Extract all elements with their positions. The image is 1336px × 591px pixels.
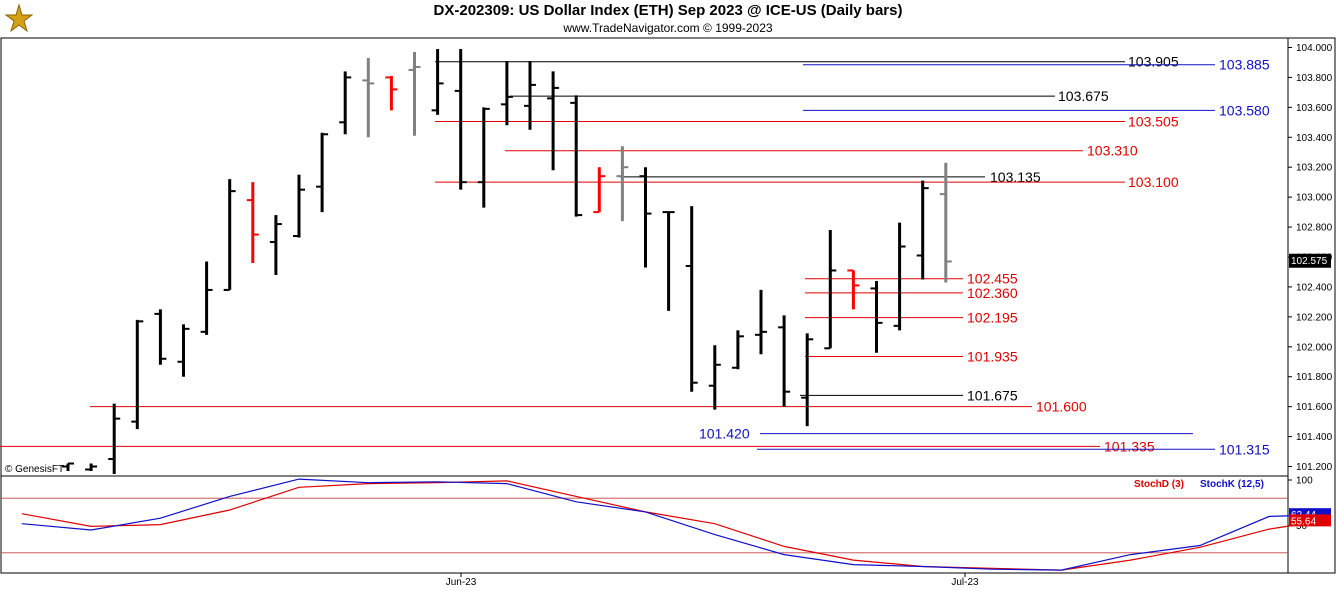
stoch-panel-frame xyxy=(0,475,1289,574)
ohlc-bar xyxy=(870,280,883,353)
stoch-line-k xyxy=(21,478,1328,571)
level-label: 103.100 xyxy=(1128,174,1179,190)
price-axis-label: 103.000 xyxy=(1296,193,1333,204)
ohlc-bar xyxy=(200,261,213,335)
chart-subtitle: www.TradeNavigator.com © 1999-2023 xyxy=(563,21,773,35)
ohlc-bar xyxy=(500,60,513,126)
price-axis-label: 103.200 xyxy=(1296,163,1333,174)
ohlc-bar xyxy=(223,179,236,291)
ohlc-bar xyxy=(62,462,74,472)
price-axis-label: 102.200 xyxy=(1296,312,1333,323)
price-axis-label: 103.400 xyxy=(1296,133,1333,144)
last-price-label: 102.575 xyxy=(1291,256,1328,267)
level-label: 102.455 xyxy=(967,271,1018,287)
ohlc-bar xyxy=(801,333,814,427)
price-axis-label: 102.400 xyxy=(1296,282,1333,293)
ohlc-bar xyxy=(847,269,860,310)
ohlc-bar xyxy=(939,162,952,283)
level-label: 103.905 xyxy=(1128,54,1179,70)
ohlc-bar xyxy=(639,167,652,268)
ohlc-bar xyxy=(570,95,583,217)
ohlc-bar xyxy=(824,230,837,350)
stoch-k-readout-box xyxy=(1289,508,1331,521)
level-label: 103.675 xyxy=(1058,88,1109,104)
genesis-logo-icon xyxy=(3,3,35,35)
level-label: 103.505 xyxy=(1128,114,1179,130)
ohlc-bar xyxy=(662,211,675,311)
price-bars xyxy=(62,48,952,474)
ohlc-bar xyxy=(108,403,121,474)
level-label: 103.885 xyxy=(1219,57,1270,73)
last-price-box xyxy=(1289,253,1331,268)
ohlc-bar xyxy=(339,71,352,135)
price-axis-label: 104.000 xyxy=(1296,43,1333,54)
price-levels: 103.905 103.885 103.675 103.580 103.505 103.3… xyxy=(0,54,1270,457)
stoch-axis-label: 100 xyxy=(1296,476,1313,487)
ohlc-bar xyxy=(316,132,329,213)
price-axis-label: 101.800 xyxy=(1296,372,1333,383)
ohlc-bar xyxy=(778,315,791,407)
copyright-label: © GenesisFT xyxy=(5,464,64,475)
level-label: 101.675 xyxy=(967,387,1018,403)
level-label: 102.195 xyxy=(967,310,1018,326)
ohlc-bar xyxy=(893,222,906,331)
x-axis-label: Jul-23 xyxy=(951,577,979,588)
ohlc-bar xyxy=(547,71,560,171)
price-axis-label: 102.800 xyxy=(1296,223,1333,234)
ohlc-bar xyxy=(246,182,259,263)
stoch-d-readout-box xyxy=(1289,514,1331,527)
ohlc-bar xyxy=(177,324,190,377)
price-axis-label: 101.400 xyxy=(1296,432,1333,443)
ohlc-bar xyxy=(154,309,167,365)
ohlc-bar xyxy=(131,319,144,430)
price-axis-label: 101.600 xyxy=(1296,402,1333,413)
ohlc-bar xyxy=(477,107,490,208)
level-label: 103.580 xyxy=(1219,102,1270,118)
price-axis-label: 103.600 xyxy=(1296,103,1333,114)
price-axis-label: 103.800 xyxy=(1296,73,1333,84)
ohlc-bar xyxy=(916,180,929,280)
ohlc-bar xyxy=(731,330,744,370)
ohlc-bar xyxy=(385,75,398,111)
stoch-panel: StochD (3)StochK (12,5)1005062.4455.64 xyxy=(1,476,1331,571)
chart-title: DX-202309: US Dollar Index (ETH) Sep 202… xyxy=(433,2,903,19)
ohlc-bar xyxy=(616,146,629,222)
level-label: 102.360 xyxy=(967,285,1018,301)
ohlc-bar xyxy=(293,174,305,238)
ohlc-bar xyxy=(362,57,375,138)
level-label: 101.420 xyxy=(699,426,750,442)
level-label: 101.935 xyxy=(967,349,1018,365)
ohlc-bar xyxy=(408,51,421,136)
ohlc-bar xyxy=(454,48,467,190)
ohlc-bar xyxy=(708,345,721,410)
level-label: 103.310 xyxy=(1087,143,1138,159)
stoch-legend-d: StochD (3) xyxy=(1134,479,1184,490)
level-label: 101.335 xyxy=(1104,438,1155,454)
price-axis: 101.200 101.400 101.600 101.800 102.000 102.2… xyxy=(5,43,1333,475)
ohlc-bar xyxy=(755,289,767,355)
level-label: 101.315 xyxy=(1219,441,1270,457)
stoch-d-readout: 55.64 xyxy=(1291,516,1316,527)
x-axis-label: Jun-23 xyxy=(446,577,477,588)
level-label: 101.600 xyxy=(1036,399,1087,415)
price-axis-label: 102.000 xyxy=(1296,342,1333,353)
x-axis: Jun-23 Jul-23 xyxy=(446,573,979,588)
chart-header: DX-202309: US Dollar Index (ETH) Sep 202… xyxy=(0,0,1336,38)
level-label: 103.135 xyxy=(990,169,1041,185)
stoch-line-d xyxy=(21,480,1328,571)
price-axis-frame xyxy=(1287,37,1336,574)
stoch-legend-k: StochK (12,5) xyxy=(1200,479,1264,490)
ohlc-bar xyxy=(269,215,282,275)
ohlc-bar xyxy=(685,206,698,392)
ohlc-bar xyxy=(85,463,98,472)
price-axis-label: 101.200 xyxy=(1296,462,1333,473)
ohlc-bar xyxy=(593,167,606,214)
stoch-axis-label: 50 xyxy=(1296,521,1308,532)
ohlc-bar xyxy=(431,48,444,115)
ohlc-bar xyxy=(524,60,536,130)
